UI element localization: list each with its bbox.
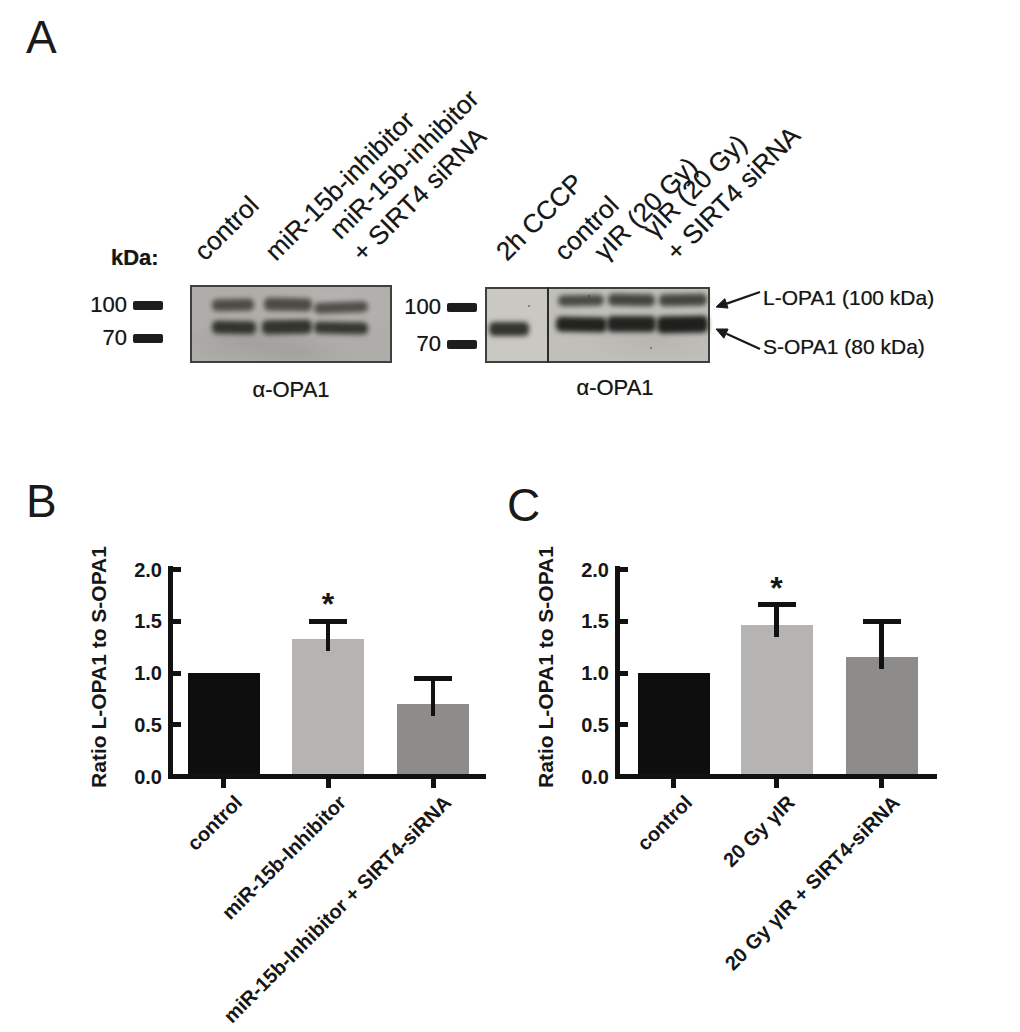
kda-marker-value-2: 100 bbox=[371, 295, 441, 319]
chart-C-y-tick-label-0: 0.0 bbox=[539, 764, 609, 790]
s-opa1-arrowhead bbox=[716, 329, 728, 338]
lane-label-text: control bbox=[187, 189, 265, 267]
category-label-text: 20 Gy γIR bbox=[719, 791, 800, 872]
chart-B-significance-star-2: * bbox=[308, 586, 348, 623]
blot-band-12 bbox=[657, 316, 708, 334]
blot-speck-0 bbox=[593, 320, 596, 323]
chart-B-x-tick-1 bbox=[221, 779, 226, 788]
kda-marker-dash-2 bbox=[447, 303, 477, 312]
chart-B-errorbar-cap-3 bbox=[414, 676, 452, 681]
chart-B-y-tick-0 bbox=[173, 774, 181, 779]
chart-B-y-tick-label-4: 2.0 bbox=[92, 557, 162, 583]
blot2-antibody-caption: α-OPA1 bbox=[530, 375, 700, 401]
chart-B-bar-1 bbox=[188, 673, 260, 779]
kda-marker-value-0: 100 bbox=[57, 293, 127, 317]
blot-speck-2 bbox=[588, 295, 590, 297]
chart-C-y-tick-label-2: 1.0 bbox=[539, 660, 609, 686]
chart-C-x-tick-2 bbox=[774, 779, 779, 788]
chart-C-y-tick-label-1: 0.5 bbox=[539, 712, 609, 738]
kda-marker-value-3: 70 bbox=[371, 332, 441, 356]
kda-marker-dash-3 bbox=[447, 340, 477, 349]
chart-C-errorbar-stem-2 bbox=[774, 605, 779, 638]
category-label-text: control bbox=[633, 791, 697, 855]
chart-B-y-tick-label-1: 0.5 bbox=[92, 712, 162, 738]
figure: A kDa: L-OPA1 (100 kDa) S-OPA1 (80 kDa) … bbox=[0, 0, 1020, 1032]
chart-B-x-tick-3 bbox=[431, 779, 436, 788]
chart-C-x-tick-3 bbox=[879, 779, 884, 788]
chart-C-y-tick-label-4: 2.0 bbox=[539, 557, 609, 583]
chart-C-x-tick-1 bbox=[671, 779, 676, 788]
chart-B-errorbar-stem-3 bbox=[431, 678, 436, 716]
chart-B-x-tick-2 bbox=[326, 779, 331, 788]
blot-band-0 bbox=[212, 299, 254, 312]
chart-C-errorbar-cap-3 bbox=[863, 619, 901, 624]
chart-C-significance-star-2: * bbox=[757, 570, 797, 607]
l-opa1-annotation: L-OPA1 (100 kDa) bbox=[763, 286, 934, 310]
category-label-text: 20 Gy γIR + SIRT4-siRNA bbox=[721, 791, 905, 975]
chart-C-bar-3 bbox=[846, 657, 918, 779]
chart-B-y-tick-label-0: 0.0 bbox=[92, 764, 162, 790]
blot-band-9 bbox=[659, 294, 707, 307]
chart-C-y-tick-0 bbox=[620, 774, 628, 779]
chart-B-bar-2 bbox=[292, 639, 364, 779]
blot-band-7 bbox=[558, 295, 604, 307]
l-opa1-arrowhead bbox=[716, 299, 728, 308]
s-opa1-annotation: S-OPA1 (80 kDa) bbox=[763, 335, 925, 359]
blot-band-5 bbox=[314, 322, 368, 335]
chart-B-y-tick-4 bbox=[173, 567, 181, 572]
blot-speck-1 bbox=[650, 347, 652, 349]
l-opa1-arrow-line bbox=[726, 292, 760, 304]
chart-C-bar-1 bbox=[638, 673, 710, 779]
blot-speck-3 bbox=[528, 305, 530, 307]
chart-C-y-tick-3 bbox=[620, 619, 628, 624]
blot-band-8 bbox=[608, 294, 655, 307]
chart-B-y-tick-3 bbox=[173, 619, 181, 624]
chart-C-y-tick-label-3: 1.5 bbox=[539, 608, 609, 634]
chart-C-errorbar-stem-3 bbox=[879, 621, 884, 669]
blot-band-4 bbox=[262, 320, 312, 335]
panel-c-label: C bbox=[507, 478, 540, 532]
blot2-splice-divider bbox=[547, 287, 549, 363]
category-label-text: control bbox=[183, 791, 247, 855]
chart-B-y-tick-label-3: 1.5 bbox=[92, 608, 162, 634]
chart-B-y-tick-1 bbox=[173, 722, 181, 727]
kda-marker-value-1: 70 bbox=[57, 326, 127, 350]
s-opa1-arrow-line bbox=[727, 334, 761, 349]
chart-C-y-tick-1 bbox=[620, 722, 628, 727]
panel-a-label: A bbox=[26, 10, 57, 64]
panel-b-label: B bbox=[26, 474, 57, 528]
blot-band-1 bbox=[264, 298, 312, 312]
blot-band-11 bbox=[607, 316, 656, 332]
chart-C-y-tick-4 bbox=[620, 567, 628, 572]
blot1-antibody-caption: α-OPA1 bbox=[190, 377, 392, 403]
blot-band-3 bbox=[212, 321, 256, 335]
blot-band-2 bbox=[314, 301, 368, 314]
kda-marker-dash-0 bbox=[133, 301, 163, 310]
chart-C-y-tick-2 bbox=[620, 671, 628, 676]
chart-B-errorbar-stem-2 bbox=[326, 621, 331, 651]
category-label-text: miR-15b-Inhibitor + SIRT4-siRNA bbox=[220, 791, 457, 1028]
chart-C-bar-2 bbox=[741, 625, 813, 779]
annotation-arrows bbox=[700, 283, 770, 361]
kda-units-label: kDa: bbox=[111, 245, 159, 271]
chart-B-y-tick-2 bbox=[173, 671, 181, 676]
chart-B-y-tick-label-2: 1.0 bbox=[92, 660, 162, 686]
kda-marker-dash-1 bbox=[133, 334, 163, 343]
blot-band-6 bbox=[489, 322, 529, 336]
blot-band-10 bbox=[556, 317, 607, 333]
